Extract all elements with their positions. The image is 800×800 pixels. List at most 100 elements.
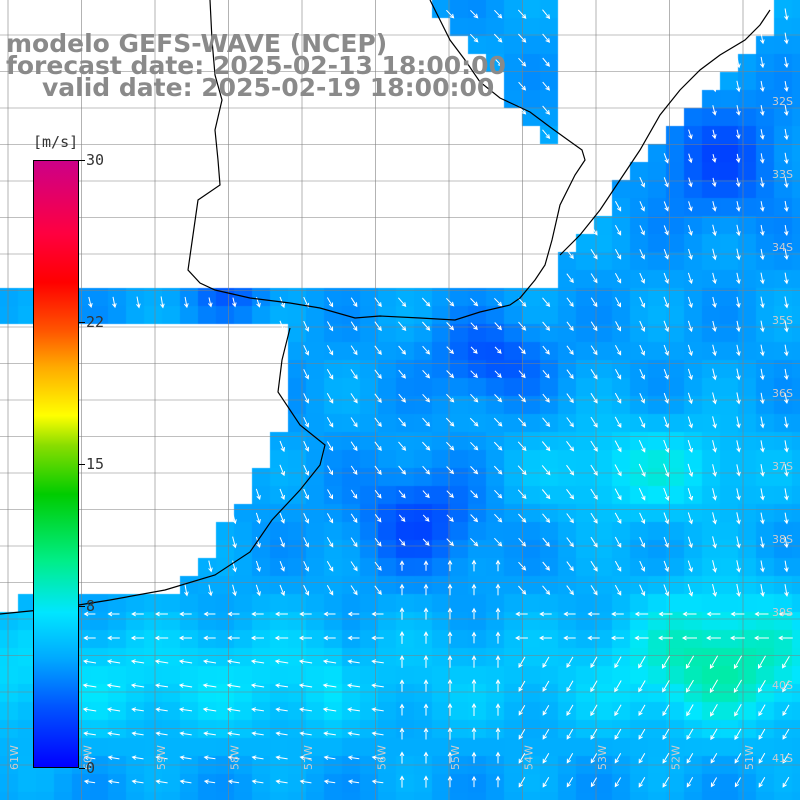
wind-arrow: [326, 297, 334, 308]
wind-arrow: [590, 416, 598, 428]
wind-arrow: [470, 346, 478, 354]
wind-arrow: [542, 704, 550, 716]
wind-arrow: [760, 536, 765, 549]
wind-arrow: [542, 656, 550, 668]
wind-arrow: [614, 512, 622, 525]
wind-arrow: [494, 489, 503, 499]
wind-arrow: [663, 560, 669, 573]
wind-arrow: [423, 751, 429, 764]
wind-arrow: [542, 129, 551, 140]
wind-arrow: [566, 297, 574, 308]
wind-arrow: [518, 752, 526, 764]
wind-arrow: [685, 679, 694, 693]
wind-arrow: [515, 611, 528, 617]
wind-arrow: [734, 752, 742, 764]
wind-arrow: [590, 297, 598, 308]
wind-arrow: [736, 560, 741, 573]
wind-arrow: [733, 655, 743, 670]
wind-arrow: [374, 465, 382, 475]
wind-arrow: [518, 776, 526, 788]
wind-arrow: [299, 755, 312, 760]
wind-arrow: [471, 559, 477, 572]
wind-arrow: [687, 296, 693, 309]
wind-arrow: [712, 488, 717, 501]
wind-arrow: [154, 659, 169, 664]
wind-arrow: [663, 392, 669, 404]
wind-arrow: [784, 104, 789, 117]
wind-arrow: [566, 369, 574, 380]
wind-arrow: [590, 369, 598, 380]
wind-arrow: [614, 464, 622, 477]
wind-arrow: [446, 538, 455, 547]
wind-arrow: [736, 105, 741, 116]
wind-arrow: [350, 417, 358, 428]
wind-arrow: [663, 225, 669, 236]
wind-arrow: [447, 727, 453, 740]
wind-arrow: [662, 728, 670, 740]
wind-arrow: [471, 751, 477, 764]
wind-arrow: [422, 393, 431, 403]
wind-arrow: [663, 153, 669, 164]
wind-arrow: [303, 416, 309, 428]
wind-arrow: [736, 464, 741, 477]
wind-arrow: [398, 369, 406, 379]
wind-arrow: [202, 683, 217, 688]
coastline: [187, 0, 586, 321]
wind-arrow: [782, 680, 790, 693]
wind-arrow: [759, 129, 765, 140]
wind-arrow: [710, 777, 718, 788]
wind-arrow: [422, 345, 431, 355]
wind-arrow: [327, 465, 333, 476]
latitude-label: 34S: [772, 241, 793, 254]
wind-arrow: [227, 731, 240, 736]
wind-arrow: [590, 536, 598, 548]
wind-arrow: [542, 297, 551, 307]
wind-arrow: [495, 703, 501, 716]
wind-arrow: [422, 321, 431, 331]
wind-arrow: [275, 755, 288, 760]
wind-arrow: [323, 755, 336, 760]
wind-arrow: [131, 779, 144, 784]
wind-arrow: [634, 635, 649, 641]
wind-arrow: [566, 680, 574, 693]
wind-arrow: [706, 611, 721, 617]
wind-arrow: [566, 704, 574, 716]
longitude-label: 52W: [670, 745, 683, 770]
wind-arrow: [782, 728, 790, 740]
wind-arrow: [712, 560, 717, 573]
wind-arrow: [518, 57, 527, 67]
wind-arrow: [784, 416, 789, 429]
colorbar: [33, 160, 79, 768]
wind-arrow: [542, 417, 551, 428]
wind-arrow: [154, 635, 169, 641]
wind-arrow: [760, 56, 765, 69]
longitude-labels: 61W 60W 59W 58W 57W 56W 55W 54W 53W 52W 51W: [8, 745, 756, 770]
wind-arrow: [202, 707, 217, 712]
wind-arrow: [784, 225, 789, 236]
wind-arrow: [350, 585, 358, 596]
latitude-labels: 32S 33S 34S 35S 36S 37S 38S 39S 40S 41S: [772, 95, 793, 765]
wind-arrow: [663, 320, 669, 333]
wind-arrow: [614, 704, 622, 717]
wind-arrow: [541, 465, 551, 476]
wind-arrow: [712, 536, 717, 549]
wind-arrow: [587, 611, 600, 617]
wind-arrow: [398, 490, 406, 499]
wind-arrow: [542, 81, 550, 91]
wind-arrow: [687, 463, 694, 478]
wind-arrow: [614, 201, 622, 212]
wind-arrow: [736, 512, 741, 525]
wind-arrow: [736, 536, 741, 549]
wind-arrow: [371, 683, 384, 688]
wind-arrow: [760, 560, 765, 573]
wind-arrow: [712, 416, 717, 429]
wind-arrow: [542, 105, 551, 115]
wind-arrow: [203, 731, 216, 736]
wind-arrow: [736, 56, 741, 69]
colorbar-tick-label: 30: [86, 151, 105, 169]
wind-arrow: [303, 369, 309, 380]
wind-arrow: [471, 583, 477, 596]
wind-arrow: [685, 655, 695, 669]
wind-arrow: [566, 489, 575, 500]
wind-arrow: [326, 560, 334, 572]
